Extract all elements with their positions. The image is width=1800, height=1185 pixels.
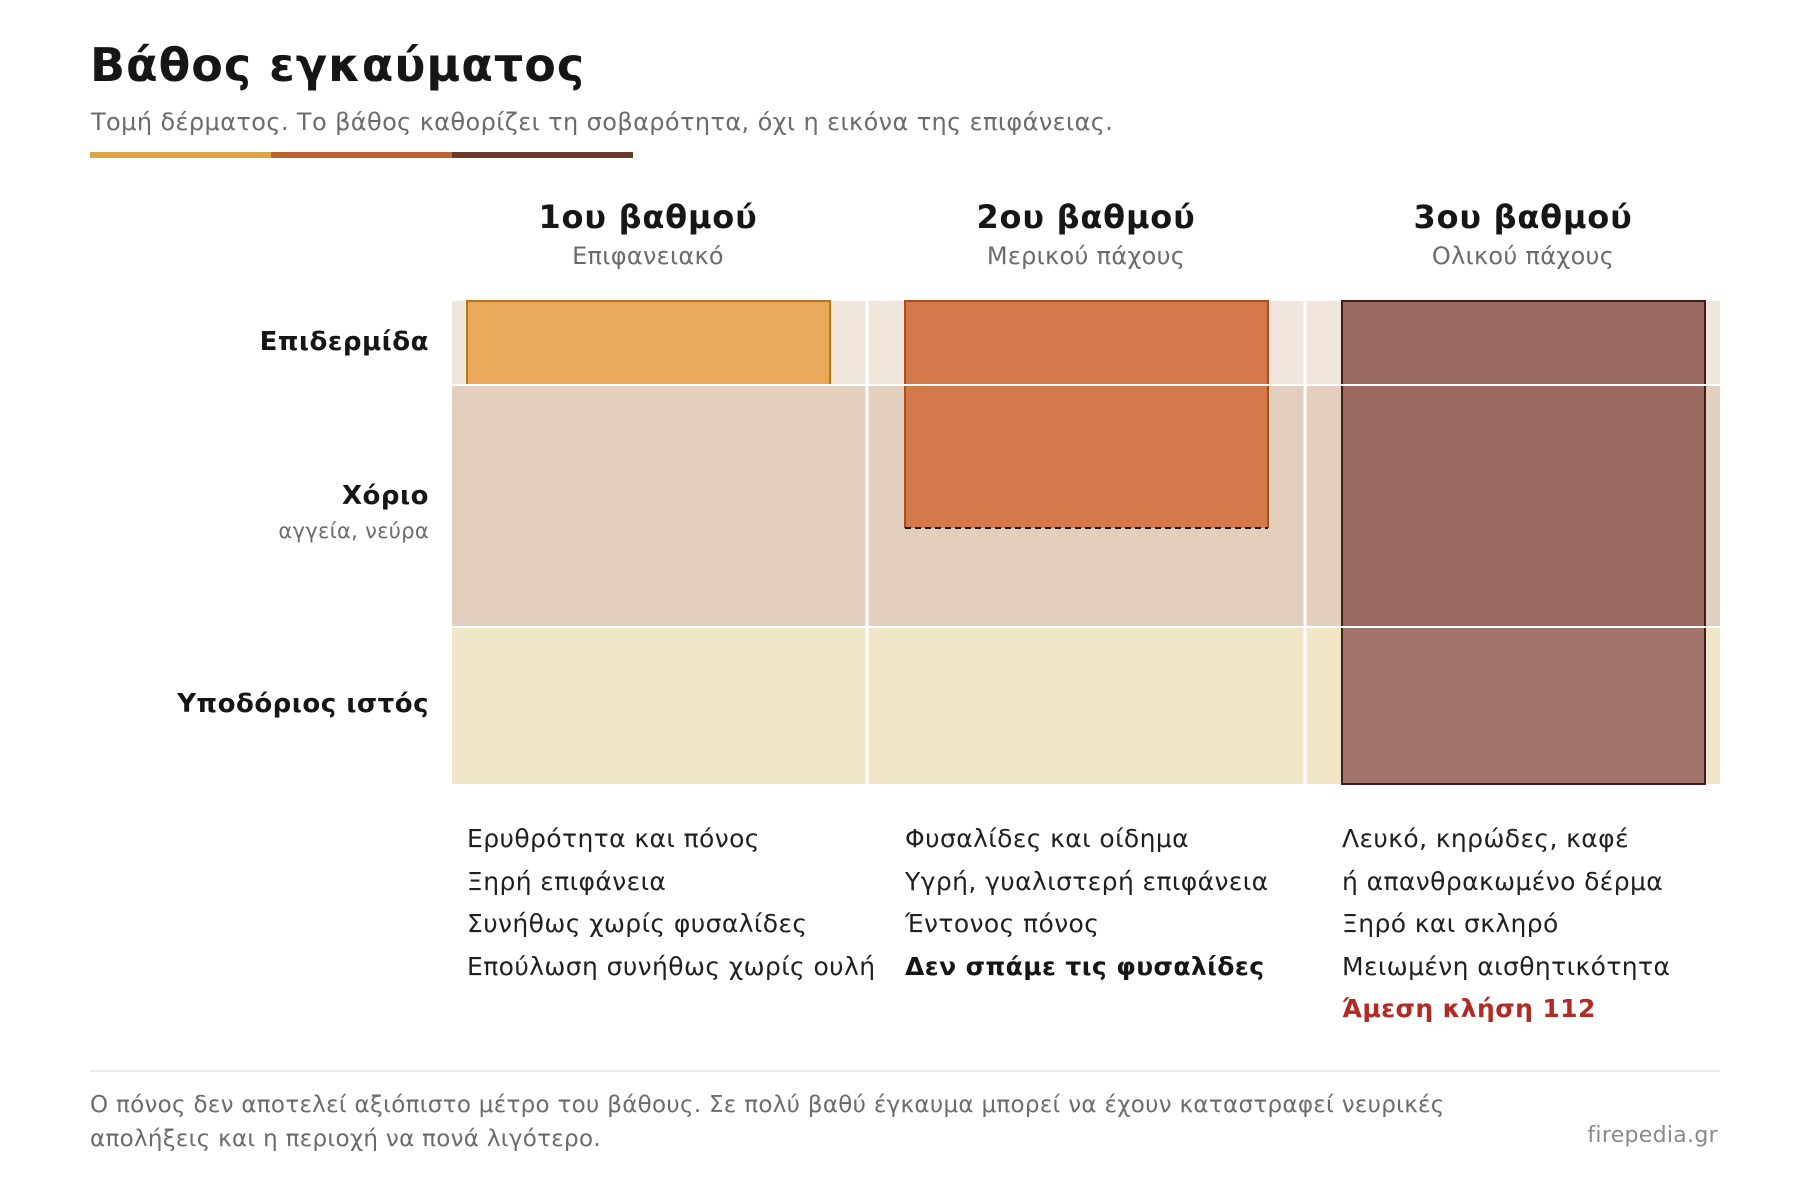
- degree-3-kind: Ολικού πάχους: [1431, 242, 1615, 270]
- footnote: Ο πόνος δεν αποτελεί αξιόπιστο μέτρο του…: [90, 1092, 1445, 1152]
- page-title: Βάθος εγκαύματος: [90, 38, 586, 92]
- degree-2-sign-warning: Δεν σπάμε τις φυσαλίδες: [905, 951, 1265, 981]
- burn-degree-2-outline: [904, 300, 1269, 528]
- accent-segment-1: [90, 152, 271, 158]
- degree-3-signs: Λευκό, κηρώδες, καφέ ή απανθρακωμένο δέρ…: [1342, 818, 1762, 1031]
- degree-2-sign: Έντονος πόνος: [905, 909, 1100, 938]
- degree-3-sign: Ξηρό και σκληρό: [1342, 909, 1559, 938]
- accent-segment-3: [452, 152, 633, 158]
- layer-label-dermis: Χόριο αγγεία, νεύρα: [278, 481, 429, 543]
- layer-label-epidermis: Επιδερμίδα: [260, 327, 429, 357]
- degree-1-sign: Ξηρή επιφάνεια: [467, 866, 667, 896]
- degree-2-grade: 2ου βαθμού: [976, 198, 1196, 236]
- degree-2-kind: Μερικού πάχους: [986, 242, 1186, 270]
- degree-2-sign: Φυσαλίδες και οίδημα: [905, 824, 1190, 853]
- layer-epidermis-name: Επιδερμίδα: [259, 327, 429, 357]
- degree-2-sign: Υγρή, γυαλιστερή επιφάνεια: [905, 866, 1269, 896]
- degree-3-grade: 3ου βαθμού: [1413, 198, 1633, 236]
- column-header-degree-3: 3ου βαθμού Ολικού πάχους: [1341, 198, 1705, 270]
- page-subtitle: Τομή δέρματος. Το βάθος καθορίζει τη σοβ…: [91, 108, 1114, 136]
- degree-3-sign: Μειωμένη αισθητικότητα: [1342, 951, 1671, 981]
- footer-divider: [90, 1070, 1720, 1072]
- burn-degree-2-fill: [905, 301, 1268, 528]
- degree-1-kind: Επιφανειακό: [572, 242, 724, 270]
- degree-1-sign: Επούλωση συνήθως χωρίς ουλή: [467, 951, 876, 981]
- accent-segment-2: [271, 152, 452, 158]
- burn-degree-3-outline: [1341, 300, 1706, 785]
- degree-3-sign: Λευκό, κηρώδες, καφέ: [1342, 824, 1629, 853]
- burn-degree-3-subcutaneous-overlay: [1342, 627, 1705, 784]
- burn-degree-1-fill: [467, 301, 830, 385]
- degree-1-sign: Ερυθρότητα και πόνος: [467, 824, 760, 853]
- burn-degree-3-fill: [1342, 301, 1705, 784]
- source-credit: firepedia.gr: [1587, 1123, 1718, 1148]
- degree-1-signs: Ερυθρότητα και πόνος Ξηρή επιφάνεια Συνή…: [467, 818, 887, 988]
- degree-3-sign-emergency: Άμεση κλήση 112: [1342, 994, 1596, 1023]
- layer-dermis-name: Χόριο: [341, 481, 429, 511]
- layer-dermis-note: αγγεία, νεύρα: [278, 519, 429, 543]
- layer-label-subcutaneous: Υποδόριος ιστός: [177, 689, 429, 719]
- accent-bar: [90, 152, 633, 158]
- degree-1-sign: Συνήθως χωρίς φυσαλίδες: [467, 909, 808, 938]
- burn-degree-1-outline: [466, 300, 831, 385]
- degree-2-signs: Φυσαλίδες και οίδημα Υγρή, γυαλιστερή επ…: [905, 818, 1325, 988]
- layer-subcutaneous-name: Υποδόριος ιστός: [177, 689, 429, 719]
- column-header-degree-2: 2ου βαθμού Μερικού πάχους: [904, 198, 1268, 270]
- column-header-degree-1: 1ου βαθμού Επιφανειακό: [466, 198, 830, 270]
- degree-3-sign: ή απανθρακωμένο δέρμα: [1342, 866, 1664, 896]
- degree-1-grade: 1ου βαθμού: [538, 198, 758, 236]
